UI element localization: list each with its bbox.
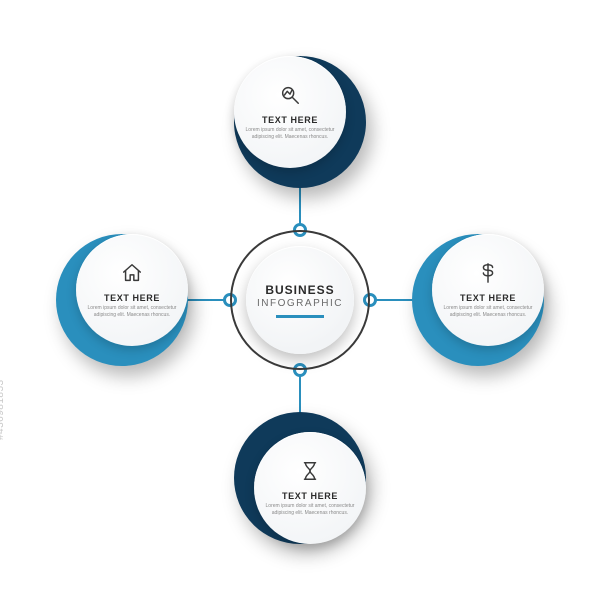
home-icon xyxy=(121,262,143,289)
item-bottom-front: TEXT HERE Lorem ipsum dolor sit amet, co… xyxy=(254,432,366,544)
hourglass-icon xyxy=(299,460,321,487)
item-bottom-title: TEXT HERE xyxy=(282,491,338,501)
analysis-icon xyxy=(279,84,301,111)
item-right-title: TEXT HERE xyxy=(460,293,516,303)
item-bottom: TEXT HERE Lorem ipsum dolor sit amet, co… xyxy=(234,412,366,544)
item-left-title: TEXT HERE xyxy=(104,293,160,303)
hub-title: BUSINESS xyxy=(265,283,334,297)
item-top-front: TEXT HERE Lorem ipsum dolor sit amet, co… xyxy=(234,56,346,168)
item-top-title: TEXT HERE xyxy=(262,115,318,125)
item-top-body: Lorem ipsum dolor sit amet, consectetur … xyxy=(244,127,336,141)
item-left: TEXT HERE Lorem ipsum dolor sit amet, co… xyxy=(56,234,188,366)
item-left-body: Lorem ipsum dolor sit amet, consectetur … xyxy=(86,305,178,319)
item-bottom-body: Lorem ipsum dolor sit amet, consectetur … xyxy=(264,503,356,517)
dollar-icon xyxy=(477,262,499,289)
hub-underline xyxy=(276,315,324,318)
hub-ring: BUSINESS INFOGRAPHIC xyxy=(230,230,370,370)
watermark: #436981853 xyxy=(0,379,6,440)
item-right-front: TEXT HERE Lorem ipsum dolor sit amet, co… xyxy=(432,234,544,346)
hub: BUSINESS INFOGRAPHIC xyxy=(246,246,354,354)
item-right: TEXT HERE Lorem ipsum dolor sit amet, co… xyxy=(412,234,544,366)
infographic-canvas: BUSINESS INFOGRAPHIC TEXT HERE Lorem ips… xyxy=(0,0,600,600)
item-left-front: TEXT HERE Lorem ipsum dolor sit amet, co… xyxy=(76,234,188,346)
item-right-body: Lorem ipsum dolor sit amet, consectetur … xyxy=(442,305,534,319)
hub-subtitle: INFOGRAPHIC xyxy=(257,298,343,309)
item-top: TEXT HERE Lorem ipsum dolor sit amet, co… xyxy=(234,56,366,188)
